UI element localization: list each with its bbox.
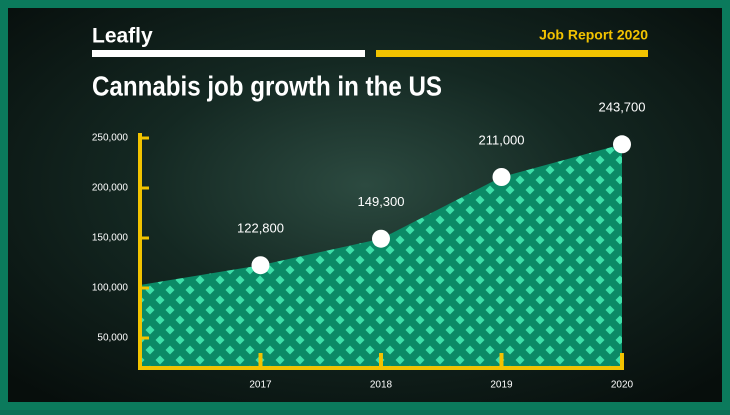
- x-tick-label: 2018: [370, 380, 393, 391]
- data-point: [372, 229, 390, 248]
- x-tick-label: 2019: [490, 380, 513, 391]
- x-tick-label: 2020: [611, 380, 634, 391]
- divider: [376, 50, 648, 57]
- chart-title: Cannabis job growth in the US: [92, 70, 442, 101]
- value-label: 122,800: [237, 221, 284, 236]
- data-point: [251, 256, 270, 275]
- value-label: 149,300: [358, 194, 405, 209]
- y-tick-label: 250,000: [92, 133, 129, 144]
- area: [140, 144, 622, 368]
- divider: [92, 50, 365, 57]
- y-tick-label: 50,000: [97, 333, 128, 344]
- data-point: [613, 135, 631, 154]
- y-tick-label: 150,000: [92, 233, 129, 244]
- value-label: 211,000: [478, 132, 524, 147]
- report-label: Job Report 2020: [539, 27, 648, 43]
- y-tick-label: 100,000: [92, 283, 129, 294]
- data-point: [492, 168, 511, 186]
- logo: Leafly: [92, 25, 153, 48]
- x-tick-label: 2017: [249, 380, 272, 391]
- y-tick-label: 200,000: [92, 183, 129, 194]
- value-label: 243,700: [599, 100, 646, 115]
